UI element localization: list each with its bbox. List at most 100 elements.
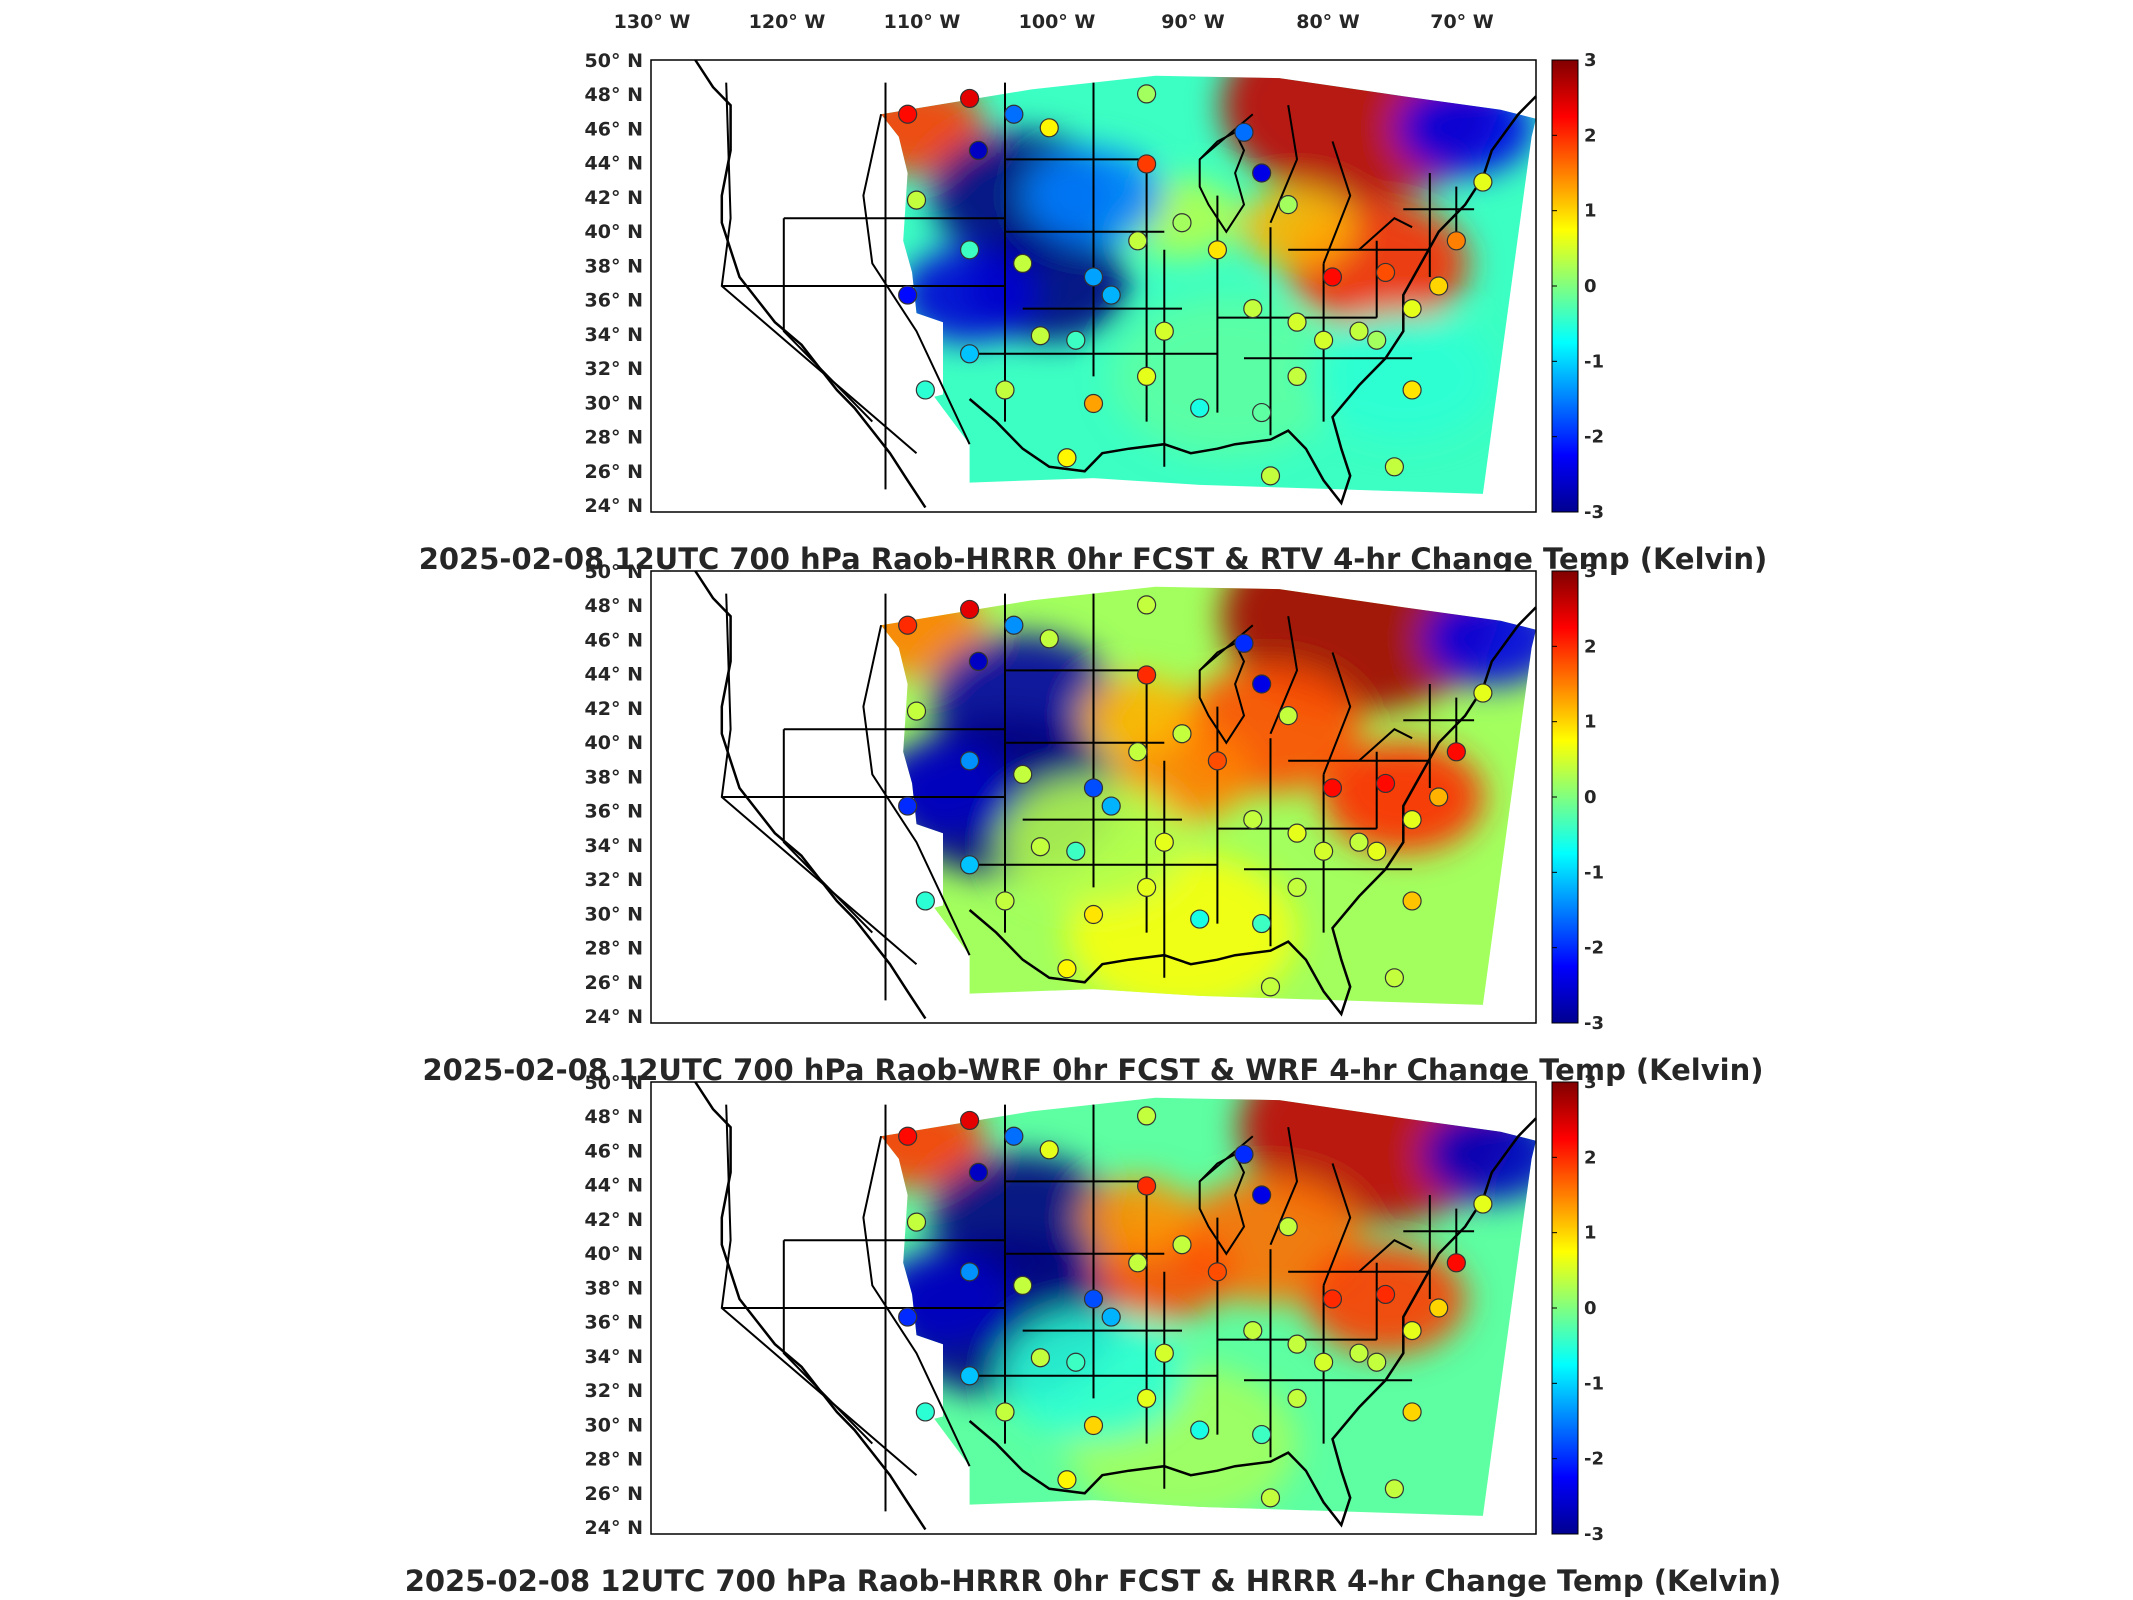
latitude-label: 48° N	[585, 595, 643, 617]
raob-station-marker	[1402, 299, 1422, 319]
latitude-label: 50° N	[585, 50, 643, 72]
raob-station-marker	[1384, 1479, 1405, 1499]
colorbar-tick: 2	[1584, 125, 1597, 146]
raob-station-marker	[1473, 683, 1493, 703]
raob-station-marker	[1013, 764, 1033, 785]
longitude-label: 110° W	[884, 11, 961, 33]
raob-station-marker	[1030, 837, 1051, 857]
colorbar-tick: -3	[1584, 1524, 1604, 1545]
raob-station-marker	[995, 380, 1015, 400]
raob-station-marker	[1367, 1352, 1387, 1372]
raob-station-marker	[1252, 674, 1272, 694]
raob-station-marker	[1101, 285, 1121, 305]
latitude-label: 38° N	[585, 1277, 643, 1299]
raob-station-marker	[1402, 891, 1422, 911]
latitude-label: 40° N	[585, 221, 643, 243]
latitude-label: 28° N	[585, 427, 643, 449]
raob-station-marker	[898, 796, 918, 816]
colorbar-tick: 0	[1584, 276, 1597, 297]
raob-station-marker	[1128, 742, 1148, 762]
colorbar-tick: 1	[1584, 712, 1597, 733]
raob-station-marker	[959, 1366, 980, 1386]
colorbar-tick: -3	[1584, 502, 1604, 523]
latitude-label: 48° N	[585, 1106, 643, 1128]
latitude-label: 26° N	[585, 972, 643, 994]
colorbar: 3 2 1 0 -1 -2 -3	[1551, 561, 1604, 1034]
raob-station-marker	[1013, 1275, 1033, 1296]
raob-station-marker	[1349, 1343, 1369, 1363]
colorbar-tick: 2	[1584, 1147, 1597, 1168]
map-panel-wrf: 50° N 48° N 46° N 44° N 42° N 40° N 38° N 36° N…	[422, 561, 1763, 1087]
raob-station-marker	[1083, 904, 1104, 925]
raob-station-marker	[1190, 1420, 1210, 1440]
raob-station-marker	[1128, 1253, 1148, 1273]
raob-station-marker	[1367, 841, 1387, 861]
coastline	[694, 570, 927, 1020]
raob-station-marker	[1375, 773, 1396, 794]
raob-station-marker	[1004, 615, 1024, 635]
raob-station-marker	[1252, 1185, 1272, 1205]
raob-station-marker	[1172, 1235, 1192, 1255]
latitude-label: 24° N	[585, 1517, 643, 1539]
latitude-label: 36° N	[585, 1312, 643, 1334]
raob-station-marker	[1207, 751, 1228, 771]
raob-station-marker	[1473, 172, 1493, 192]
state-border	[720, 82, 918, 454]
raob-station-marker	[1066, 841, 1086, 861]
colorbar: 3 2 1 0 -1 -2 -3	[1551, 50, 1604, 523]
raob-station-marker	[915, 891, 935, 911]
raob-station-marker	[1473, 1194, 1493, 1214]
latitude-label: 42° N	[585, 1209, 643, 1231]
raob-station-marker	[1039, 629, 1059, 649]
raob-station-marker	[1402, 809, 1422, 830]
raob-station-marker	[1136, 1176, 1157, 1196]
raob-station-marker	[1260, 977, 1281, 997]
raob-station-marker	[1367, 330, 1387, 350]
raob-station-marker	[1004, 104, 1024, 124]
raob-station-marker	[1136, 665, 1157, 685]
longitude-label: 80° W	[1296, 11, 1360, 33]
raob-station-marker	[1429, 276, 1449, 296]
raob-station-marker	[1278, 195, 1298, 215]
raob-station-marker	[1136, 84, 1157, 104]
raob-station-marker	[995, 1402, 1015, 1422]
raob-station-marker	[1083, 1415, 1104, 1436]
colorbar-tick: 3	[1584, 50, 1597, 71]
raob-station-marker	[898, 285, 918, 305]
raob-station-marker	[906, 190, 927, 210]
raob-station-marker	[1446, 742, 1466, 762]
raob-station-marker	[1287, 1388, 1307, 1409]
raob-station-marker	[959, 1110, 980, 1131]
raob-station-marker	[1252, 163, 1272, 183]
longitude-labels: 130° W 120° W 110° W 100° W 90° W 80° W 70° W	[614, 11, 1494, 33]
raob-station-marker	[1207, 1262, 1228, 1282]
raob-station-marker	[1057, 448, 1077, 468]
colorbar-tick: -2	[1584, 1449, 1604, 1470]
latitude-axis: 50° N 48° N 46° N 44° N 42° N 40° N 38° N 36° N…	[585, 561, 643, 1028]
colorbar-tick: -1	[1584, 862, 1604, 883]
raob-station-marker	[898, 104, 918, 124]
latitude-label: 26° N	[585, 1483, 643, 1505]
latitude-label: 28° N	[585, 1449, 643, 1471]
latitude-label: 30° N	[585, 903, 643, 925]
raob-station-marker	[1013, 253, 1033, 273]
raob-station-marker	[1287, 877, 1307, 898]
raob-station-marker	[1243, 299, 1263, 319]
panel-title: 2025-02-08 12UTC 700 hPa Raob-HRRR 0hr F…	[405, 1564, 1782, 1598]
latitude-label: 44° N	[585, 153, 643, 175]
longitude-label: 90° W	[1161, 11, 1225, 33]
colorbar-tick: 3	[1584, 1072, 1597, 1093]
coastline	[968, 606, 1537, 1017]
raob-station-marker	[1039, 118, 1059, 138]
raob-station-marker	[1136, 1388, 1157, 1409]
colorbar-tick: -1	[1584, 351, 1604, 372]
state-border	[1358, 216, 1413, 251]
raob-station-marker	[1402, 1402, 1422, 1422]
raob-station-marker	[1101, 796, 1121, 816]
great-lakes	[1198, 1152, 1246, 1256]
map-panels: 50° N 48° N 46° N 44° N 42° N 40° N 38° N 36° N…	[405, 50, 1782, 1598]
map-panel-rtv: 50° N 48° N 46° N 44° N 42° N 40° N 38° N 36° N…	[419, 50, 1768, 576]
latitude-label: 38° N	[585, 255, 643, 277]
map-frame	[650, 59, 1537, 513]
